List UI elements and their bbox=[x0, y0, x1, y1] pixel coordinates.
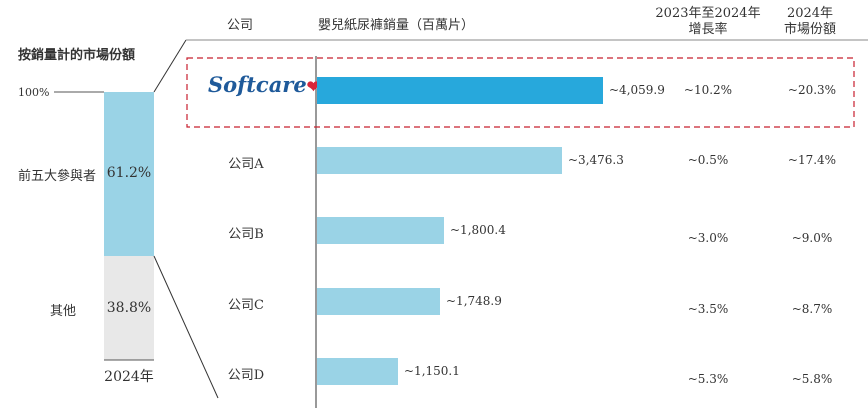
bottom-segment-value: 38.8% bbox=[106, 300, 152, 316]
axis-label-100: 100% bbox=[18, 86, 50, 99]
growth-value: ~10.2% bbox=[683, 83, 733, 97]
value-label: ~3,476.3 bbox=[568, 153, 624, 167]
heart-icon: ❤ bbox=[306, 77, 321, 96]
sales-header: 嬰兒紙尿褲銷量（百萬片） bbox=[318, 18, 475, 33]
market-share-value: ~20.3% bbox=[787, 83, 837, 97]
value-label: ~1,800.4 bbox=[450, 223, 506, 237]
top-segment-bar bbox=[104, 92, 154, 256]
share-chart-title: 按銷量計的市場份額 bbox=[18, 48, 136, 63]
market-share-value: ~5.8% bbox=[791, 372, 833, 386]
growth-value: ~0.5% bbox=[687, 153, 729, 167]
brand-name: Softcare bbox=[208, 72, 307, 97]
company-label: 公司A bbox=[228, 157, 264, 172]
bottom-segment-label: 其他 bbox=[50, 304, 77, 319]
company-label: 公司C bbox=[228, 298, 264, 313]
sales-bar bbox=[317, 288, 440, 315]
company-label: 公司D bbox=[227, 368, 265, 383]
softcare-logo: Softcare❤ bbox=[208, 72, 320, 97]
highlight-box bbox=[186, 57, 855, 128]
growth-value: ~3.5% bbox=[687, 302, 729, 316]
market-share-value: ~17.4% bbox=[787, 153, 837, 167]
growth-value: ~3.0% bbox=[687, 231, 729, 245]
value-label: ~4,059.9 bbox=[609, 83, 665, 97]
value-label: ~1,748.9 bbox=[446, 294, 502, 308]
connector-top bbox=[153, 39, 187, 93]
growth-header-line2: 增長率 bbox=[688, 22, 728, 37]
sales-bar bbox=[317, 77, 603, 104]
growth-value: ~5.3% bbox=[687, 372, 729, 386]
company-label: 公司B bbox=[228, 227, 264, 242]
top-segment-label: 前五大參與者 bbox=[18, 169, 97, 184]
connector-bottom bbox=[153, 255, 219, 399]
bottom-segment-bar bbox=[104, 256, 154, 360]
year-label: 2024年 bbox=[104, 369, 154, 385]
market-share-value: ~8.7% bbox=[791, 302, 833, 316]
sales-bar bbox=[317, 147, 562, 174]
company-header: 公司 bbox=[226, 18, 253, 33]
sales-bar bbox=[317, 217, 444, 244]
share-header-line1: 2024年 bbox=[786, 6, 834, 21]
sales-bar bbox=[317, 358, 398, 385]
growth-header-line1: 2023年至2024年 bbox=[655, 6, 761, 21]
top-segment-value: 61.2% bbox=[106, 165, 152, 181]
share-header-line2: 市場份額 bbox=[783, 22, 836, 37]
market-share-value: ~9.0% bbox=[791, 231, 833, 245]
value-label: ~1,150.1 bbox=[404, 364, 460, 378]
